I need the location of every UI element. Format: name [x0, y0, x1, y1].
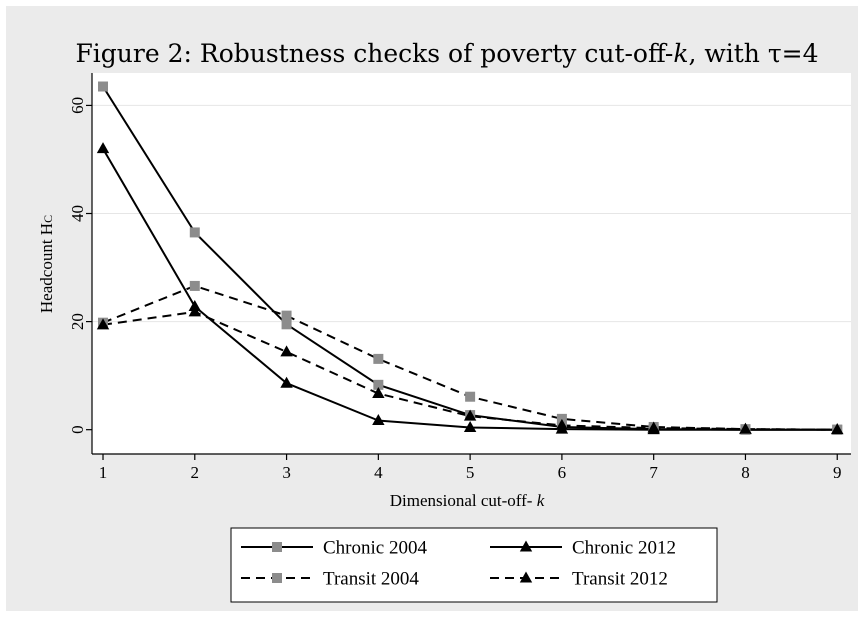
data-point-3 [189, 280, 200, 291]
data-point-1 [98, 81, 109, 92]
legend-box [230, 527, 718, 603]
data-point-4 [96, 318, 110, 330]
data-point-4 [463, 409, 477, 421]
data-point-3 [465, 391, 476, 402]
data-point-4 [831, 423, 844, 435]
y-tick-label: 60 [68, 97, 87, 114]
legend-label-2: Chronic 2012 [572, 538, 676, 559]
data-point-1 [189, 227, 200, 238]
data-point-2 [463, 421, 477, 433]
legend-label-1: Chronic 2004 [323, 538, 427, 559]
x-tick-label: 5 [466, 463, 475, 482]
x-tick-label: 4 [374, 463, 383, 482]
data-point-4 [188, 305, 201, 317]
axes: 0 20 40 60 1 2 3 4 5 6 7 8 9 [68, 73, 851, 482]
y-axis-label: Headcount HC [37, 215, 56, 313]
data-point-4 [372, 386, 385, 398]
data-point-1 [281, 319, 292, 330]
legend-label-4: Transit 2012 [572, 569, 668, 590]
data-point-4 [555, 418, 569, 430]
chart-title: Figure 2: Robustness checks of poverty c… [75, 39, 818, 68]
series-line-4 [102, 310, 838, 431]
plot-area [92, 73, 851, 454]
data-point-3 [281, 310, 292, 321]
legend-marker-4 [519, 571, 533, 583]
x-tick-label: 6 [558, 463, 567, 482]
x-tick-label: 9 [833, 463, 842, 482]
y-tick-label: 40 [68, 205, 87, 222]
legend: Chronic 2004 Chronic 2012 Transit 2004 Tran… [241, 538, 676, 590]
x-tick-label: 2 [191, 463, 200, 482]
data-point-4 [647, 421, 660, 433]
data-point-4 [739, 422, 752, 434]
y-tick-label: 20 [68, 313, 87, 330]
x-axis-label: Dimensional cut-off- k [390, 491, 545, 510]
legend-marker-3 [272, 573, 282, 583]
data-point-2 [96, 142, 110, 154]
legend-marker-2 [519, 540, 533, 552]
series-group [96, 81, 844, 435]
data-point-2 [280, 376, 293, 388]
data-point-2 [372, 413, 385, 425]
data-point-3 [373, 353, 384, 364]
data-point-1 [373, 379, 384, 390]
x-tick-label: 7 [649, 463, 658, 482]
gridlines [92, 104, 851, 323]
x-tick-label: 8 [741, 463, 750, 482]
data-point-4 [280, 345, 293, 357]
x-tick-label: 1 [99, 463, 108, 482]
legend-marker-1 [272, 542, 282, 552]
y-tick-label: 0 [68, 425, 87, 434]
x-tick-label: 3 [282, 463, 291, 482]
legend-label-3: Transit 2004 [323, 569, 419, 590]
